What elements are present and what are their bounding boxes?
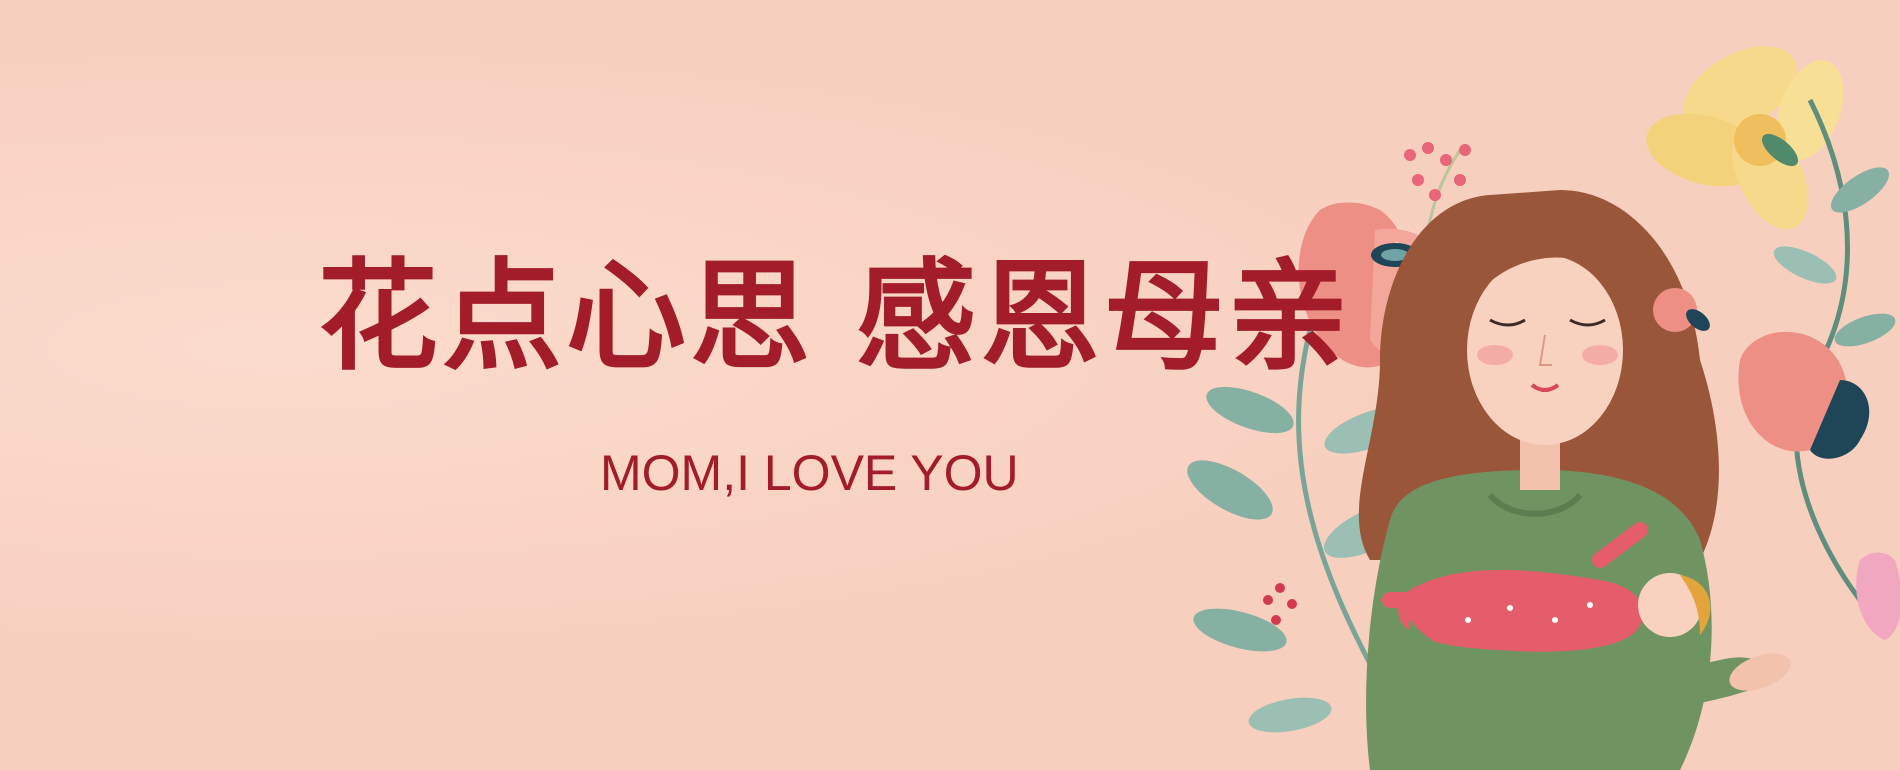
hair-flower-icon — [1653, 288, 1710, 332]
mother-face-icon — [1467, 255, 1623, 445]
mother-baby-illustration — [1187, 46, 1900, 770]
mother-arm-icon — [1400, 620, 1765, 717]
right-coral-flower-icon — [1738, 331, 1870, 459]
baby-icon — [1382, 522, 1711, 652]
headline: 花点心思 感恩母亲 — [318, 238, 1418, 398]
subline: MOM,I LOVE YOU — [600, 445, 1019, 501]
headline-part-2: 感恩母亲 — [856, 248, 1352, 387]
headline-part-1: 花点心思 — [318, 248, 814, 387]
tulip-icon — [1856, 552, 1900, 640]
